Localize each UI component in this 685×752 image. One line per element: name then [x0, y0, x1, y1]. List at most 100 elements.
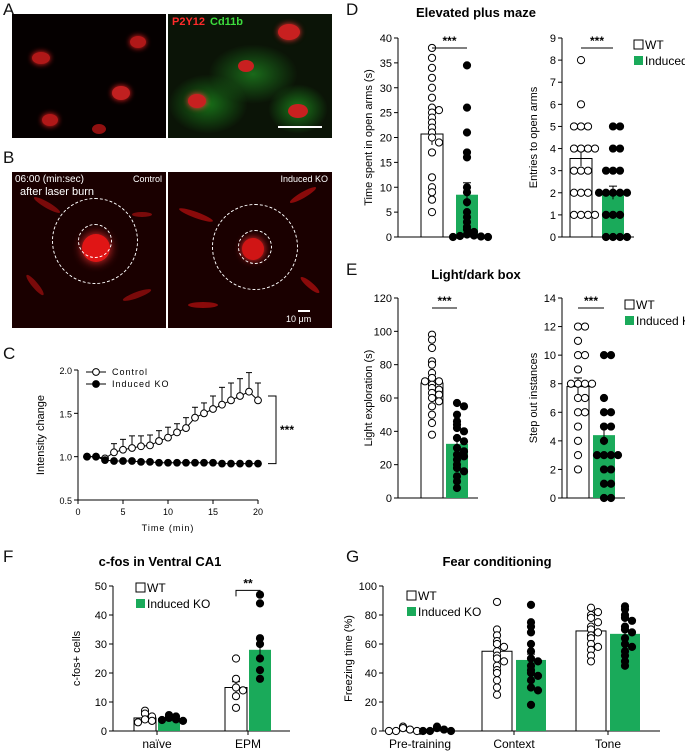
- panel-label-a: A: [3, 0, 15, 19]
- data-point: [434, 390, 444, 399]
- y-tick-label: 60: [365, 639, 377, 651]
- data-point: [492, 676, 502, 685]
- panel-label-e: E: [346, 260, 358, 279]
- chart-title: c-fos in Ventral CA1: [99, 554, 222, 569]
- data-point: [580, 408, 590, 417]
- data-point: [483, 232, 493, 242]
- data-point: [492, 683, 502, 692]
- e-group-title: Light/dark box: [431, 267, 521, 282]
- y-tick-label: 0: [550, 232, 556, 244]
- data-point: [601, 188, 611, 197]
- data-point: [434, 138, 444, 147]
- data-point: [469, 231, 479, 240]
- panel-label-b: B: [3, 148, 15, 167]
- data-point: [110, 448, 118, 457]
- y-tick-label: 8: [550, 55, 556, 67]
- data-point: [245, 459, 253, 468]
- data-point: [573, 336, 583, 345]
- data-point: [182, 458, 190, 467]
- data-point: [593, 642, 603, 652]
- data-point: [620, 661, 630, 670]
- y-tick-label: 120: [374, 293, 392, 305]
- a-label-cd11b: Cd11b: [210, 16, 244, 28]
- data-point: [459, 437, 469, 446]
- y-tick-label: 0: [101, 726, 107, 738]
- data-point: [573, 422, 583, 431]
- data-point: [452, 433, 462, 443]
- data-point: [448, 232, 458, 242]
- legend-ko-label: Induced KO: [418, 605, 481, 619]
- significance-label: ***: [590, 34, 604, 48]
- data-point: [459, 427, 469, 436]
- data-point: [576, 56, 586, 65]
- data-point: [573, 451, 583, 460]
- data-point: [182, 424, 190, 432]
- legend-ko-swatch: [634, 56, 643, 65]
- x-tick-label: 10: [163, 507, 173, 517]
- data-point: [586, 603, 596, 612]
- data-point: [620, 613, 630, 623]
- data-point: [147, 716, 157, 725]
- data-point: [592, 451, 602, 460]
- a-label-p2y12: P2Y12: [172, 16, 206, 28]
- data-point: [599, 422, 609, 431]
- data-point: [599, 351, 609, 360]
- panel-label-d: D: [346, 0, 359, 19]
- legend-ko-swatch: [625, 316, 634, 325]
- data-point: [599, 408, 609, 417]
- y-axis-label: Step out instances: [528, 352, 540, 443]
- x-tick-label: Pre-training: [389, 737, 451, 751]
- y-tick-label: 6: [550, 407, 556, 419]
- micrograph-control: 06:00 (min:sec) after laser burn Control: [12, 172, 166, 328]
- data-point: [452, 477, 462, 486]
- legend-wt-label: WT: [418, 589, 437, 603]
- y-tick-label: 100: [359, 581, 377, 593]
- data-point: [573, 322, 583, 331]
- data-point: [526, 683, 536, 692]
- data-point: [434, 397, 444, 406]
- significance-bracket: [268, 395, 277, 465]
- y-tick-label: 40: [380, 426, 392, 438]
- data-point: [583, 210, 593, 219]
- data-point: [459, 452, 469, 461]
- data-point: [164, 433, 172, 442]
- data-point: [452, 463, 462, 473]
- data-point: [593, 628, 603, 637]
- data-point: [580, 379, 590, 388]
- x-tick-label: 5: [120, 507, 125, 517]
- data-point: [459, 467, 469, 476]
- data-point: [615, 232, 625, 242]
- data-point: [209, 405, 217, 413]
- data-point: [462, 128, 472, 137]
- data-point: [462, 61, 472, 70]
- data-point: [627, 616, 637, 625]
- y-tick-label: 4: [550, 144, 556, 156]
- y-tick-label: 4: [550, 436, 556, 448]
- data-point: [608, 232, 618, 242]
- data-point: [255, 666, 265, 675]
- y-tick-label: 40: [95, 610, 107, 622]
- data-point: [492, 668, 502, 678]
- data-point: [427, 133, 437, 142]
- data-point: [613, 451, 623, 460]
- data-point: [238, 686, 248, 695]
- data-point: [526, 654, 536, 663]
- data-point: [526, 668, 536, 678]
- data-point: [384, 726, 394, 736]
- legend-ko-label: Induced KO: [636, 314, 685, 328]
- y-tick-label: 12: [544, 322, 556, 334]
- b-control-label: Control: [132, 174, 162, 184]
- data-point: [492, 639, 502, 649]
- data-point: [526, 676, 536, 685]
- y-tick-label: 0: [386, 493, 392, 505]
- significance-label: ***: [442, 34, 456, 48]
- y-tick-label: 5: [550, 121, 556, 133]
- data-point: [573, 379, 583, 388]
- y-tick-label: 2: [550, 464, 556, 476]
- data-point: [236, 392, 244, 400]
- legend-wt-swatch: [135, 582, 146, 593]
- data-point: [425, 726, 435, 736]
- data-point: [446, 726, 456, 736]
- legend-ko-label: Induced KO: [147, 597, 210, 611]
- data-point: [492, 597, 502, 607]
